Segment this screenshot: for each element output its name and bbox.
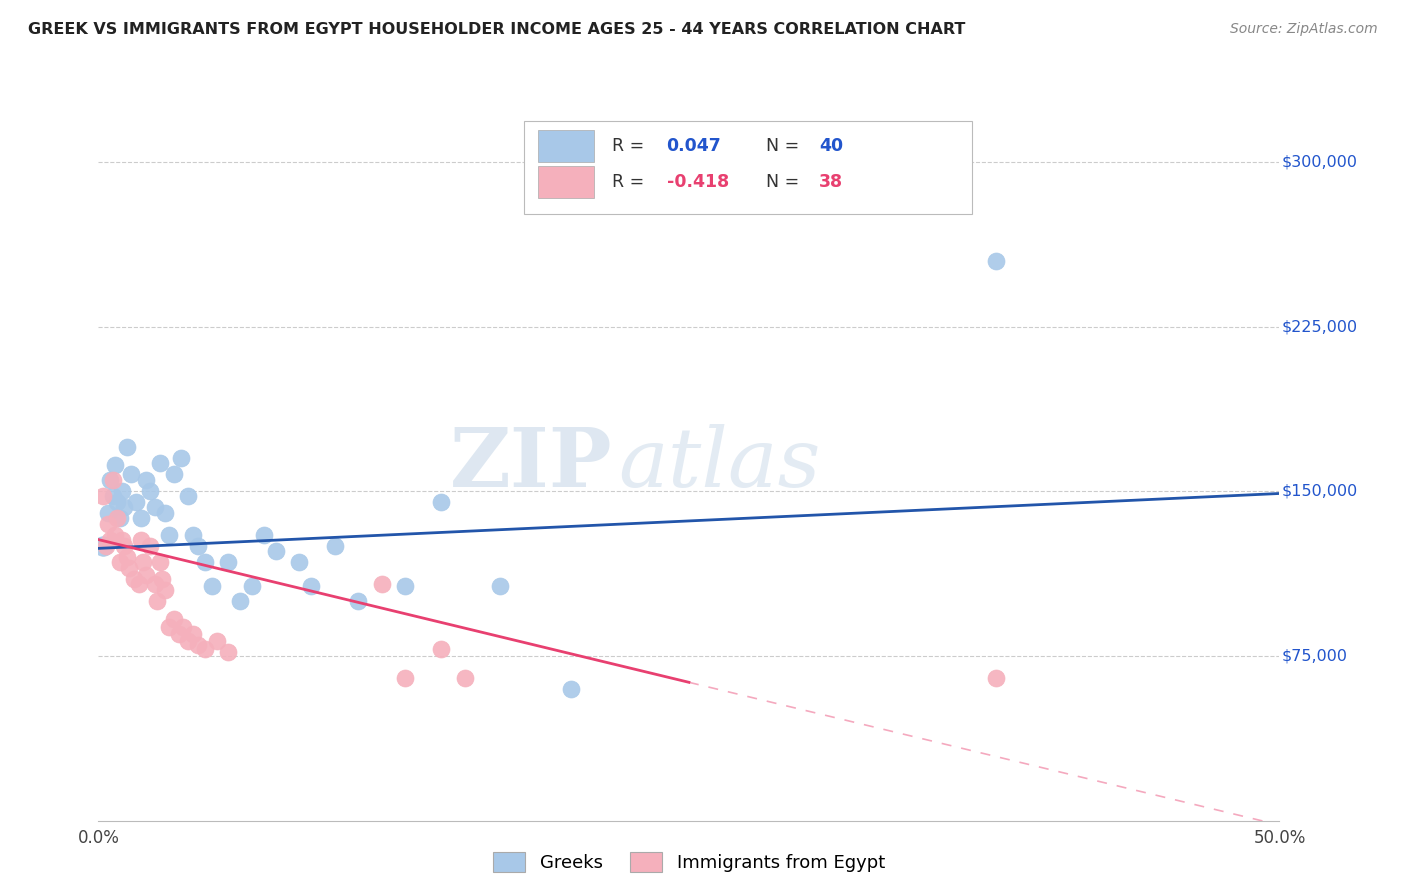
Point — [111, 533, 134, 547]
Point — [146, 594, 169, 608]
Point — [115, 441, 138, 455]
Point — [167, 627, 190, 641]
Point — [430, 642, 453, 657]
Text: 40: 40 — [818, 137, 844, 155]
Point — [430, 495, 453, 509]
Point — [105, 510, 128, 524]
Point — [135, 567, 157, 582]
Point — [101, 489, 124, 503]
Point — [128, 576, 150, 591]
Point — [104, 528, 127, 542]
Text: -0.418: -0.418 — [666, 173, 728, 191]
Text: $225,000: $225,000 — [1282, 319, 1358, 334]
Text: R =: R = — [612, 173, 650, 191]
Text: atlas: atlas — [619, 424, 821, 504]
Point — [125, 495, 148, 509]
Point — [153, 506, 176, 520]
Text: ZIP: ZIP — [450, 424, 612, 504]
Point — [94, 539, 117, 553]
Point — [560, 681, 582, 696]
Point — [108, 555, 131, 569]
Point — [217, 555, 239, 569]
Point — [170, 451, 193, 466]
Point — [129, 533, 152, 547]
Point — [984, 253, 1007, 268]
Point — [163, 467, 186, 481]
Point — [157, 620, 180, 634]
Point — [240, 579, 263, 593]
Point — [177, 489, 200, 503]
Text: 0.047: 0.047 — [666, 137, 721, 155]
Point — [489, 579, 512, 593]
Point — [264, 543, 287, 558]
Text: N =: N = — [766, 137, 804, 155]
Point — [172, 620, 194, 634]
Point — [132, 555, 155, 569]
Point — [371, 576, 394, 591]
Point — [149, 456, 172, 470]
Point — [111, 484, 134, 499]
Point — [150, 572, 173, 586]
Point — [984, 671, 1007, 685]
FancyBboxPatch shape — [537, 166, 595, 198]
Point — [98, 533, 121, 547]
Point — [101, 473, 124, 487]
Text: 38: 38 — [818, 173, 844, 191]
Point — [104, 458, 127, 472]
Point — [187, 539, 209, 553]
Point — [118, 561, 141, 575]
Text: $75,000: $75,000 — [1282, 648, 1348, 664]
Point — [139, 539, 162, 553]
Point — [163, 612, 186, 626]
Text: N =: N = — [766, 173, 804, 191]
Point — [143, 500, 166, 514]
FancyBboxPatch shape — [537, 130, 595, 162]
Point — [217, 644, 239, 658]
Point — [157, 528, 180, 542]
Point — [112, 500, 135, 514]
Point — [91, 489, 114, 503]
Point — [153, 583, 176, 598]
Point — [253, 528, 276, 542]
Text: Source: ZipAtlas.com: Source: ZipAtlas.com — [1230, 22, 1378, 37]
Point — [177, 633, 200, 648]
Point — [98, 473, 121, 487]
Point — [394, 579, 416, 593]
Point — [194, 555, 217, 569]
Point — [97, 506, 120, 520]
Point — [288, 555, 311, 569]
Point — [115, 550, 138, 565]
Point — [97, 517, 120, 532]
Point — [149, 555, 172, 569]
Point — [453, 671, 475, 685]
Point — [105, 495, 128, 509]
Point — [108, 510, 131, 524]
Point — [323, 539, 346, 553]
Point — [181, 627, 204, 641]
Point — [112, 539, 135, 553]
Point — [91, 539, 114, 553]
Point — [194, 642, 217, 657]
Point — [181, 528, 204, 542]
FancyBboxPatch shape — [523, 121, 973, 214]
Point — [229, 594, 252, 608]
Point — [394, 671, 416, 685]
Point — [122, 572, 145, 586]
Text: R =: R = — [612, 137, 650, 155]
Point — [205, 633, 228, 648]
Text: $300,000: $300,000 — [1282, 154, 1358, 169]
Point — [347, 594, 370, 608]
Point — [121, 467, 143, 481]
Text: GREEK VS IMMIGRANTS FROM EGYPT HOUSEHOLDER INCOME AGES 25 - 44 YEARS CORRELATION: GREEK VS IMMIGRANTS FROM EGYPT HOUSEHOLD… — [28, 22, 966, 37]
Point — [201, 579, 224, 593]
Text: $150,000: $150,000 — [1282, 483, 1358, 499]
Point — [143, 576, 166, 591]
Legend: Greeks, Immigrants from Egypt: Greeks, Immigrants from Egypt — [485, 845, 893, 880]
Point — [139, 484, 162, 499]
Point — [135, 473, 157, 487]
Point — [129, 510, 152, 524]
Point — [187, 638, 209, 652]
Point — [299, 579, 322, 593]
